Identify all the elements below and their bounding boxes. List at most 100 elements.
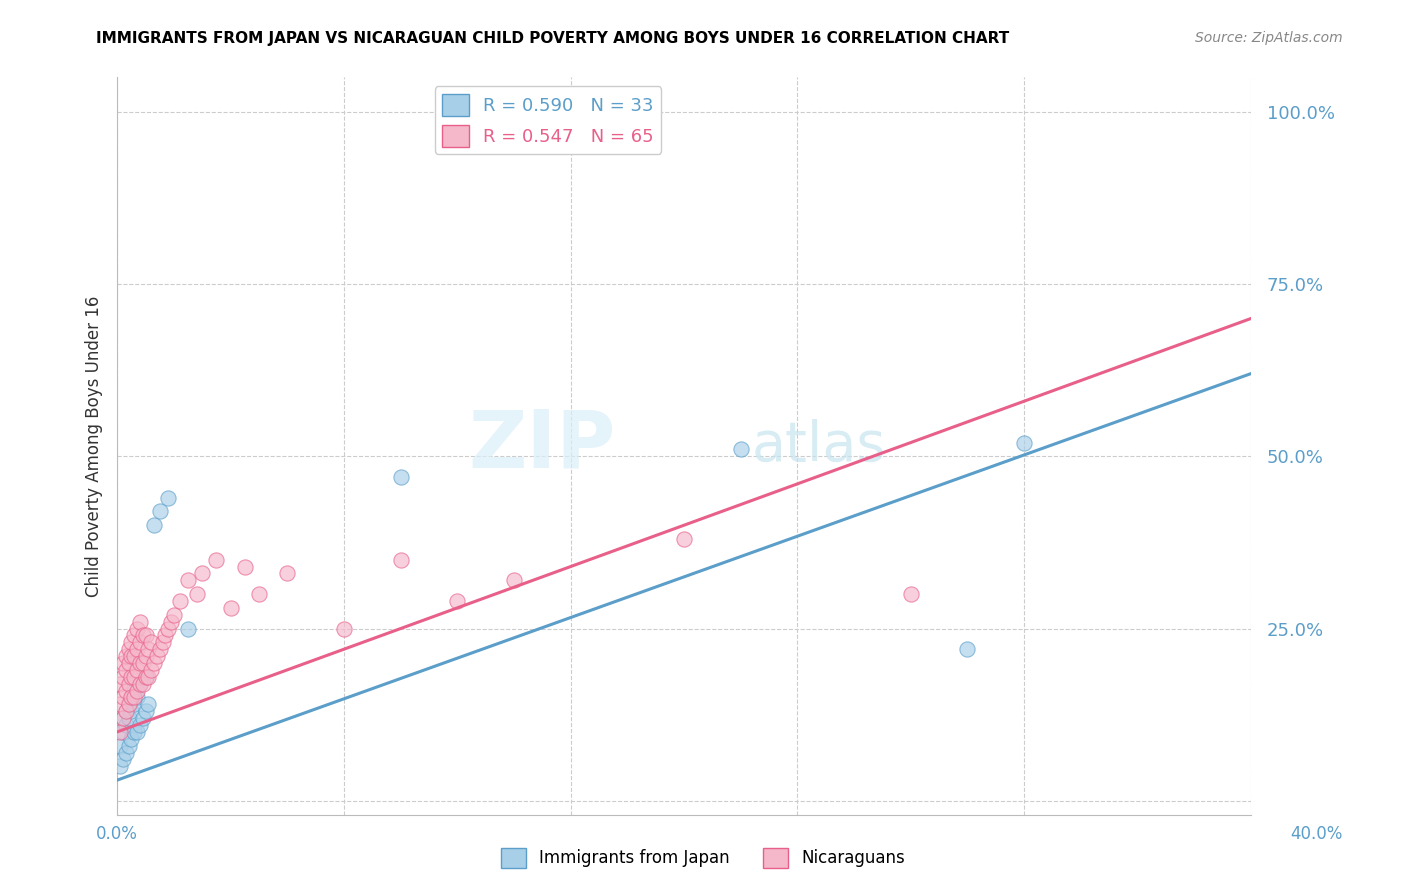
Point bbox=[191, 566, 214, 581]
Point bbox=[108, 759, 131, 773]
Point bbox=[108, 698, 131, 712]
Point bbox=[117, 676, 139, 690]
Point bbox=[114, 704, 136, 718]
Point bbox=[169, 594, 191, 608]
Text: 40.0%: 40.0% bbox=[1291, 825, 1343, 843]
Point bbox=[160, 615, 183, 629]
Point bbox=[233, 559, 256, 574]
Point bbox=[114, 704, 136, 718]
Point bbox=[125, 690, 148, 705]
Point bbox=[247, 587, 270, 601]
Point bbox=[114, 663, 136, 677]
Point bbox=[122, 683, 145, 698]
Point bbox=[120, 670, 142, 684]
Point bbox=[131, 656, 153, 670]
Point bbox=[122, 690, 145, 705]
Point bbox=[108, 739, 131, 753]
Point bbox=[446, 594, 468, 608]
Point bbox=[205, 552, 228, 566]
Point bbox=[111, 711, 134, 725]
Point bbox=[122, 725, 145, 739]
Point bbox=[141, 635, 163, 649]
Point bbox=[149, 504, 172, 518]
Point bbox=[111, 711, 134, 725]
Y-axis label: Child Poverty Among Boys Under 16: Child Poverty Among Boys Under 16 bbox=[86, 295, 103, 597]
Point bbox=[135, 704, 157, 718]
Point bbox=[114, 718, 136, 732]
Point bbox=[114, 746, 136, 760]
Point bbox=[120, 690, 142, 705]
Point bbox=[122, 628, 145, 642]
Point bbox=[120, 704, 142, 718]
Point bbox=[117, 656, 139, 670]
Point bbox=[389, 470, 412, 484]
Point bbox=[389, 552, 412, 566]
Point bbox=[128, 718, 150, 732]
Point bbox=[117, 711, 139, 725]
Text: 0.0%: 0.0% bbox=[96, 825, 138, 843]
Point bbox=[117, 698, 139, 712]
Point bbox=[131, 628, 153, 642]
Point bbox=[111, 725, 134, 739]
Text: ZIP: ZIP bbox=[468, 407, 616, 485]
Point bbox=[157, 622, 180, 636]
Point bbox=[135, 649, 157, 664]
Point bbox=[117, 739, 139, 753]
Legend: R = 0.590   N = 33, R = 0.547   N = 65: R = 0.590 N = 33, R = 0.547 N = 65 bbox=[434, 87, 661, 154]
Point bbox=[146, 649, 169, 664]
Point bbox=[152, 635, 174, 649]
Point bbox=[120, 635, 142, 649]
Point bbox=[135, 670, 157, 684]
Point bbox=[125, 622, 148, 636]
Point bbox=[122, 698, 145, 712]
Point bbox=[128, 656, 150, 670]
Point bbox=[672, 532, 695, 546]
Point bbox=[128, 676, 150, 690]
Point bbox=[135, 670, 157, 684]
Point bbox=[128, 635, 150, 649]
Point bbox=[155, 628, 177, 642]
Point bbox=[333, 622, 356, 636]
Point bbox=[143, 518, 166, 533]
Point bbox=[125, 725, 148, 739]
Point bbox=[177, 622, 200, 636]
Point bbox=[157, 491, 180, 505]
Point bbox=[122, 670, 145, 684]
Point bbox=[503, 574, 526, 588]
Text: Source: ZipAtlas.com: Source: ZipAtlas.com bbox=[1195, 31, 1343, 45]
Legend: Immigrants from Japan, Nicaraguans: Immigrants from Japan, Nicaraguans bbox=[494, 841, 912, 875]
Text: atlas: atlas bbox=[752, 419, 886, 473]
Point bbox=[117, 698, 139, 712]
Point bbox=[117, 642, 139, 657]
Point bbox=[131, 676, 153, 690]
Text: IMMIGRANTS FROM JAPAN VS NICARAGUAN CHILD POVERTY AMONG BOYS UNDER 16 CORRELATIO: IMMIGRANTS FROM JAPAN VS NICARAGUAN CHIL… bbox=[96, 31, 1010, 46]
Point bbox=[108, 725, 131, 739]
Point bbox=[149, 642, 172, 657]
Point bbox=[122, 649, 145, 664]
Point bbox=[138, 670, 160, 684]
Point bbox=[125, 663, 148, 677]
Point bbox=[141, 663, 163, 677]
Point bbox=[111, 670, 134, 684]
Point bbox=[177, 574, 200, 588]
Point bbox=[900, 587, 922, 601]
Point bbox=[219, 600, 242, 615]
Point bbox=[128, 615, 150, 629]
Point bbox=[120, 690, 142, 705]
Point bbox=[111, 752, 134, 766]
Point bbox=[120, 649, 142, 664]
Point bbox=[114, 683, 136, 698]
Point bbox=[108, 676, 131, 690]
Point bbox=[956, 642, 979, 657]
Point bbox=[111, 690, 134, 705]
Point bbox=[138, 698, 160, 712]
Point bbox=[138, 642, 160, 657]
Point bbox=[131, 711, 153, 725]
Point bbox=[186, 587, 208, 601]
Point bbox=[143, 656, 166, 670]
Point bbox=[125, 683, 148, 698]
Point bbox=[163, 607, 186, 622]
Point bbox=[276, 566, 298, 581]
Point bbox=[135, 628, 157, 642]
Point bbox=[111, 656, 134, 670]
